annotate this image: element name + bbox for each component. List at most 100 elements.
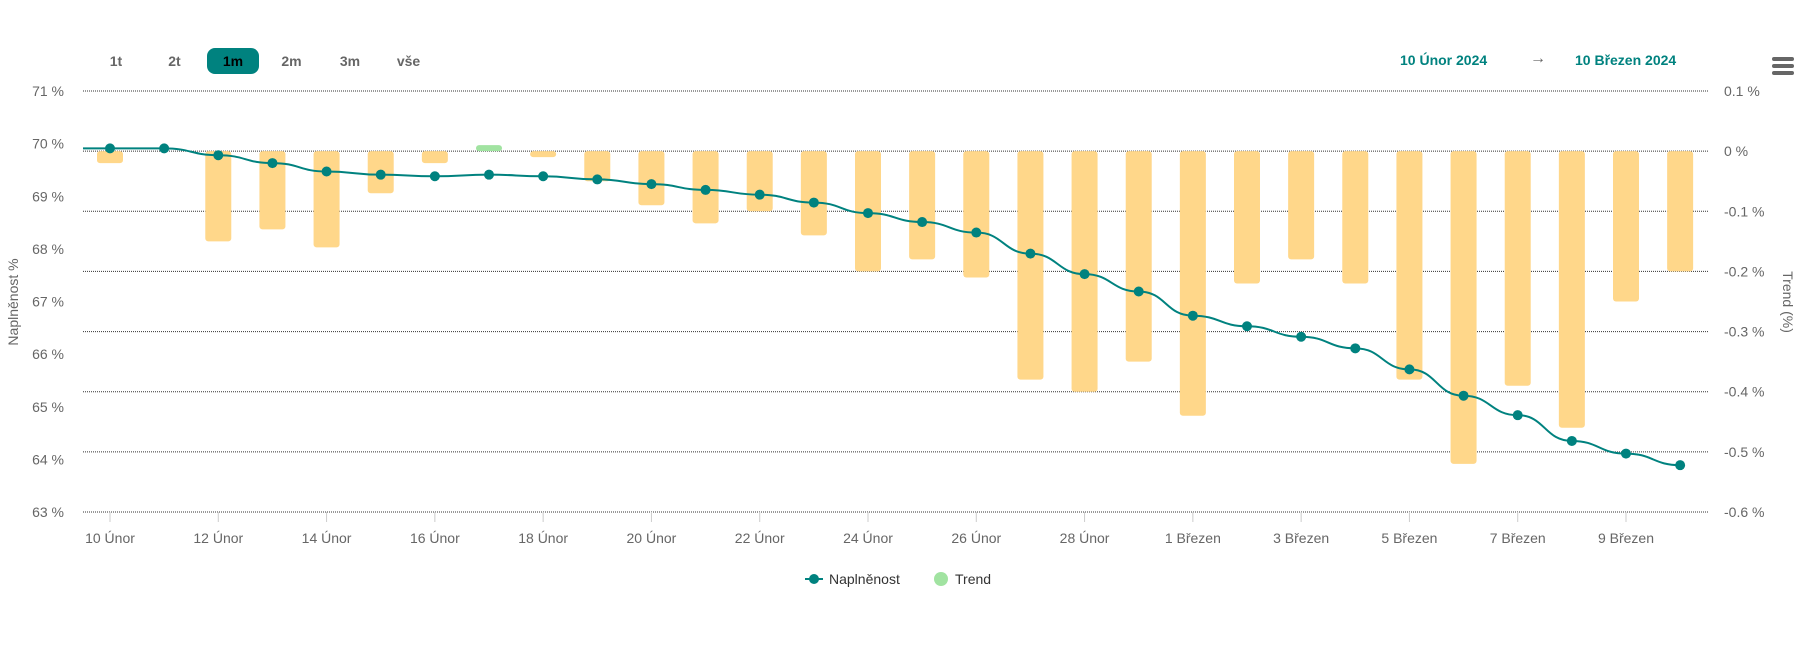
trend-bar (1234, 151, 1260, 284)
naplnenost-point (375, 169, 386, 180)
right-axis-tick: -0.1 % (1724, 203, 1764, 219)
right-axis-tick: 0 % (1724, 143, 1748, 159)
naplnenost-point (321, 166, 332, 177)
naplnenost-point (538, 171, 549, 182)
naplnenost-point (592, 174, 603, 185)
x-axis-label: 28 Únor (1060, 530, 1110, 546)
trend-bar (1667, 151, 1694, 272)
trend-bar (1396, 151, 1423, 380)
naplnenost-point (1242, 321, 1252, 332)
x-axis-label: 26 Únor (951, 530, 1001, 546)
naplnenost-point (1512, 410, 1523, 421)
x-axis-label: 16 Únor (410, 530, 460, 546)
x-axis-label: 7 Březen (1490, 530, 1546, 546)
trend-bar (638, 151, 665, 206)
x-axis-label: 12 Únor (193, 530, 243, 546)
range-button-3m[interactable]: 3m (339, 53, 361, 69)
range-button-2t[interactable]: 2t (168, 53, 181, 69)
right-axis-tick: -0.2 % (1724, 263, 1764, 279)
left-axis-tick: 67 % (32, 294, 64, 310)
trend-bar (421, 151, 448, 164)
x-axis-label: 18 Únor (518, 530, 568, 546)
trend-bar (1288, 151, 1315, 260)
naplnenost-point (1458, 390, 1469, 401)
naplnenost-point (267, 158, 278, 169)
trend-bar (1558, 151, 1585, 428)
x-axis-label: 22 Únor (735, 530, 785, 546)
naplnenost-point (646, 179, 657, 190)
trend-bar (1450, 151, 1477, 464)
range-button-2m[interactable]: 2m (281, 53, 302, 69)
right-axis-tick: 0.1 % (1724, 83, 1760, 99)
right-axis-tick: -0.6 % (1724, 504, 1764, 520)
trend-bar (1017, 151, 1044, 380)
naplnenost-point (1566, 435, 1577, 446)
left-axis-tick: 68 % (32, 241, 64, 257)
trend-bar (1613, 151, 1639, 302)
naplnenost-point (1296, 331, 1307, 342)
naplnenost-point (863, 208, 873, 219)
trend-bar (476, 145, 502, 152)
date-to[interactable]: 10 Březen 2024 (1575, 52, 1677, 68)
legend-marker-icon (809, 574, 819, 584)
trend-bar (692, 151, 719, 224)
trend-bar (963, 151, 990, 278)
right-axis-tick: -0.3 % (1724, 324, 1764, 340)
naplnenost-point (105, 143, 115, 154)
naplnenost-point (808, 197, 819, 208)
legend-trend-icon (934, 572, 948, 586)
trend-bar (909, 151, 936, 260)
trend-bar (1504, 151, 1531, 386)
right-axis-tick: -0.5 % (1724, 444, 1764, 460)
trend-bar (855, 151, 881, 272)
trend-bar (205, 151, 232, 242)
naplnenost-point (159, 143, 170, 154)
left-axis-tick: 65 % (32, 399, 64, 415)
trend-bar (1125, 151, 1152, 362)
naplnenost-point (1025, 248, 1036, 259)
range-button-vše[interactable]: vše (396, 53, 421, 69)
trend-bar (746, 151, 773, 212)
naplnenost-point (1079, 269, 1090, 280)
x-axis-label: 14 Únor (302, 530, 352, 546)
x-axis-label: 1 Březen (1165, 530, 1221, 546)
naplnenost-point (213, 150, 224, 161)
trend-bar (1071, 151, 1098, 392)
x-axis-label: 3 Březen (1273, 530, 1329, 546)
right-axis-tick: -0.4 % (1724, 384, 1764, 400)
trend-bar (1342, 151, 1369, 284)
trend-bar (800, 151, 827, 236)
trend-bar (259, 151, 286, 230)
left-axis-tick: 63 % (32, 504, 64, 520)
x-axis-label: 9 Březen (1598, 530, 1654, 546)
x-axis-label: 20 Únor (627, 530, 677, 546)
trend-bar (367, 151, 394, 194)
left-axis-tick: 69 % (32, 188, 64, 204)
left-axis-title: Naplněnost % (5, 258, 21, 345)
trend-bar (1179, 151, 1206, 416)
trend-bar (97, 151, 123, 164)
naplnenost-point (1621, 448, 1631, 459)
range-button-1t[interactable]: 1t (109, 53, 123, 69)
naplnenost-point (1133, 286, 1144, 297)
hamburger-menu-icon[interactable] (1772, 57, 1794, 75)
naplnenost-point (1350, 343, 1361, 354)
naplnenost-point (1187, 310, 1198, 321)
legend-naplnenost: Naplněnost (829, 571, 900, 587)
trend-bar (530, 151, 557, 158)
naplnenost-point (1675, 460, 1686, 471)
left-axis-tick: 70 % (32, 136, 64, 152)
date-from[interactable]: 10 Únor 2024 (1400, 52, 1488, 68)
left-axis-tick: 71 % (32, 83, 64, 99)
naplnenost-point (917, 217, 928, 228)
right-axis-title: Trend (%) (1780, 271, 1796, 333)
naplnenost-point (484, 169, 494, 180)
trend-bar (313, 151, 340, 248)
date-range-arrow: → (1530, 50, 1546, 67)
left-axis-tick: 66 % (32, 346, 64, 362)
range-button-1m[interactable]: 1m (207, 48, 259, 74)
naplnenost-point (971, 227, 982, 238)
naplnenost-point (1404, 364, 1415, 375)
